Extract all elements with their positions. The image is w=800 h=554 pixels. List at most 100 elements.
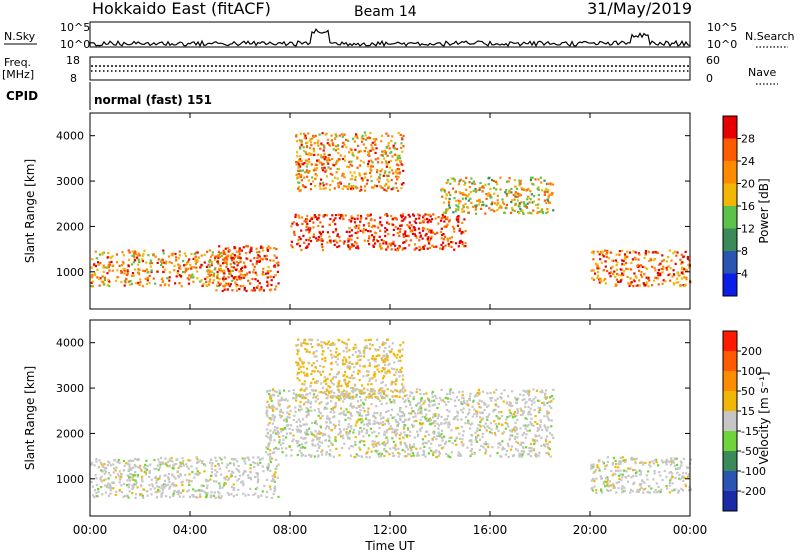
heatmap-cell bbox=[408, 394, 412, 397]
heatmap-cell bbox=[296, 425, 299, 428]
heatmap-cell bbox=[479, 411, 482, 414]
heatmap-cell bbox=[458, 191, 461, 194]
heatmap-cell bbox=[323, 376, 326, 379]
heatmap-cell bbox=[238, 288, 241, 291]
heatmap-cell bbox=[177, 493, 180, 496]
heatmap-cell bbox=[215, 480, 218, 483]
heatmap-cell bbox=[126, 269, 129, 272]
heatmap-cell bbox=[213, 268, 216, 271]
heatmap-cell bbox=[354, 175, 357, 178]
heatmap-cell bbox=[468, 398, 472, 401]
heatmap-cell bbox=[296, 430, 299, 433]
heatmap-cell bbox=[384, 363, 387, 366]
heatmap-cell bbox=[683, 476, 686, 480]
heatmap-cell bbox=[358, 370, 361, 373]
heatmap-cell bbox=[428, 239, 431, 242]
heatmap-cell bbox=[533, 401, 536, 404]
heatmap-cell bbox=[660, 267, 663, 271]
heatmap-cell bbox=[614, 459, 617, 462]
heatmap-cell bbox=[670, 458, 673, 461]
heatmap-cell bbox=[516, 192, 519, 195]
heatmap-cell bbox=[396, 413, 399, 416]
heatmap-cell bbox=[266, 490, 269, 493]
heatmap-cell bbox=[367, 160, 370, 163]
heatmap-cell bbox=[420, 398, 423, 401]
colorbar-tick-label: 20 bbox=[741, 178, 755, 191]
heatmap-cell bbox=[134, 493, 138, 496]
heatmap-cell bbox=[501, 440, 504, 443]
heatmap-cell bbox=[600, 488, 603, 491]
heatmap-cell bbox=[634, 258, 637, 261]
heatmap-cell bbox=[490, 196, 493, 199]
heatmap-cell bbox=[374, 158, 377, 161]
heatmap-cell bbox=[109, 489, 112, 492]
noise-tick-left-bottom: 10^0 bbox=[60, 38, 90, 51]
colorbar-swatch bbox=[723, 228, 737, 251]
heatmap-cell bbox=[192, 280, 195, 283]
heatmap-cell bbox=[206, 250, 209, 253]
heatmap-cell bbox=[194, 255, 197, 258]
heatmap-cell bbox=[300, 179, 303, 182]
heatmap-cell bbox=[337, 382, 340, 385]
heatmap-cell bbox=[372, 239, 375, 242]
heatmap-cell bbox=[381, 150, 384, 153]
heatmap-cell bbox=[495, 188, 498, 191]
heatmap-cell bbox=[591, 277, 594, 280]
heatmap-cell bbox=[362, 227, 365, 230]
heatmap-cell bbox=[493, 202, 496, 205]
heatmap-cell bbox=[391, 155, 394, 158]
heatmap-cell bbox=[362, 435, 365, 438]
heatmap-cell bbox=[263, 484, 266, 487]
heatmap-cell bbox=[396, 158, 399, 161]
heatmap-cell bbox=[486, 405, 489, 408]
heatmap-cell bbox=[185, 463, 188, 466]
heatmap-cell bbox=[330, 139, 333, 142]
heatmap-cell bbox=[137, 263, 140, 266]
heatmap-cell bbox=[299, 365, 302, 368]
heatmap-cell bbox=[172, 495, 175, 498]
heatmap-cell bbox=[524, 402, 527, 405]
heatmap-cell bbox=[401, 449, 404, 452]
heatmap-cell bbox=[348, 361, 352, 364]
heatmap-cell bbox=[334, 136, 337, 140]
heatmap-cell bbox=[516, 187, 519, 190]
heatmap-cell bbox=[416, 430, 419, 433]
heatmap-cell bbox=[361, 140, 364, 143]
heatmap-cell bbox=[336, 354, 339, 357]
heatmap-cell bbox=[267, 453, 270, 456]
heatmap-cell bbox=[611, 461, 615, 464]
heatmap-cell bbox=[308, 453, 311, 457]
heatmap-cell bbox=[438, 435, 441, 438]
heatmap-cell bbox=[128, 475, 131, 479]
heatmap-cell bbox=[543, 403, 546, 406]
heatmap-cell bbox=[345, 430, 348, 433]
heatmap-cell bbox=[342, 410, 345, 413]
heatmap-cell bbox=[348, 151, 351, 154]
heatmap-cell bbox=[348, 248, 351, 251]
heatmap-cell bbox=[419, 422, 422, 425]
heatmap-cell bbox=[368, 393, 371, 396]
heatmap-cell bbox=[385, 241, 388, 244]
heatmap-cell bbox=[177, 476, 180, 479]
heatmap-cell bbox=[113, 459, 117, 462]
heatmap-cell bbox=[292, 221, 296, 224]
heatmap-cell bbox=[666, 460, 669, 463]
heatmap-cell bbox=[192, 276, 195, 279]
heatmap-cell bbox=[164, 474, 167, 477]
heatmap-cell bbox=[188, 473, 191, 476]
heatmap-cell bbox=[424, 417, 427, 420]
heatmap-cell bbox=[365, 344, 368, 347]
heatmap-cell bbox=[305, 159, 308, 162]
heatmap-cell bbox=[455, 204, 458, 207]
heatmap-cell bbox=[548, 201, 552, 204]
heatmap-cell bbox=[381, 161, 384, 164]
heatmap-cell bbox=[233, 276, 236, 279]
heatmap-cell bbox=[413, 436, 416, 439]
heatmap-cell bbox=[591, 489, 594, 492]
heatmap-cell bbox=[446, 415, 449, 418]
heatmap-cell bbox=[538, 451, 541, 454]
heatmap-cell bbox=[669, 279, 672, 282]
heatmap-cell bbox=[675, 277, 679, 280]
heatmap-cell bbox=[328, 439, 331, 442]
heatmap-cell bbox=[236, 479, 239, 482]
